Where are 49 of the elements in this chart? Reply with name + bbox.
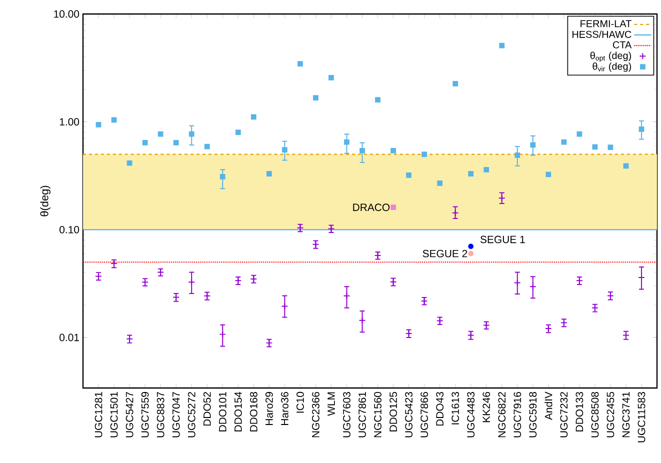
x-tick-label: UGC2455 — [606, 392, 614, 438]
series-label: DRACO — [353, 204, 390, 212]
x-tick-label: Haro29 — [265, 392, 273, 425]
x-tick-label: DDO154 — [234, 392, 242, 432]
x-tick-label: AndIV — [544, 392, 552, 420]
x-tick-label: UGC5423 — [405, 392, 412, 438]
x-tick-label: UGC8508 — [591, 392, 599, 438]
legend-label: FERMI-LAT — [580, 20, 632, 28]
series-label: SEGUE 2 — [422, 250, 468, 258]
x-tick-label: UGC7232 — [560, 392, 568, 438]
legend-label: CTA — [612, 41, 632, 48]
y-tick-label: 10.00 — [54, 10, 80, 18]
x-tick-label: UGC7861 — [358, 392, 366, 438]
x-tick-label: UGC1501 — [110, 392, 118, 438]
y-tick-label: 0.01 — [60, 334, 79, 342]
x-tick-label: KK246 — [482, 392, 490, 422]
x-tick-label: UGC7559 — [141, 392, 149, 438]
x-tick-label: UGC11583 — [638, 392, 646, 442]
x-tick-label: UGC5272 — [188, 392, 196, 438]
x-tick-label: NGC3741 — [622, 392, 630, 438]
x-tick-label: UGC8837 — [156, 392, 164, 438]
x-tick-label: UGC7603 — [343, 392, 350, 438]
y-axis-title: θ(deg) — [40, 186, 50, 216]
series-label: SEGUE 1 — [480, 236, 525, 244]
x-tick-label: UGC1281 — [94, 392, 102, 438]
x-tick-label: DDO52 — [203, 392, 211, 426]
x-tick-label: WLM — [328, 392, 335, 416]
x-tick-label: NGC1560 — [374, 392, 382, 438]
legend-label: θ$_{opt}$ (deg) — [590, 52, 632, 62]
x-tick-label: UGC5427 — [126, 392, 134, 438]
x-tick-label: UGC5918 — [529, 392, 537, 438]
x-tick-label: DDO101 — [218, 392, 226, 432]
x-tick-label: UGC7047 — [172, 392, 180, 438]
legend-label: HESS/HAWC — [572, 30, 632, 38]
x-tick-label: NGC2366 — [312, 392, 320, 438]
x-tick-label: NGC6822 — [498, 392, 506, 438]
legend-label: θ$_{vir}$ (deg) — [592, 62, 632, 72]
x-tick-label: DDO168 — [250, 392, 258, 432]
x-tick-label: UGC7916 — [514, 392, 522, 438]
x-tick-label: IC1613 — [452, 392, 460, 424]
x-tick-label: Haro36 — [280, 392, 288, 425]
x-tick-label: UGC4483 — [467, 392, 475, 438]
x-tick-label: DDO43 — [436, 392, 444, 426]
x-tick-label: DDO133 — [576, 392, 584, 432]
y-tick-label: 0.10 — [60, 226, 80, 234]
y-tick-label: 1.00 — [60, 118, 80, 126]
x-tick-label: DDO125 — [390, 392, 397, 432]
x-tick-label: IC10 — [296, 392, 304, 413]
x-tick-label: UGC7866 — [420, 392, 428, 438]
